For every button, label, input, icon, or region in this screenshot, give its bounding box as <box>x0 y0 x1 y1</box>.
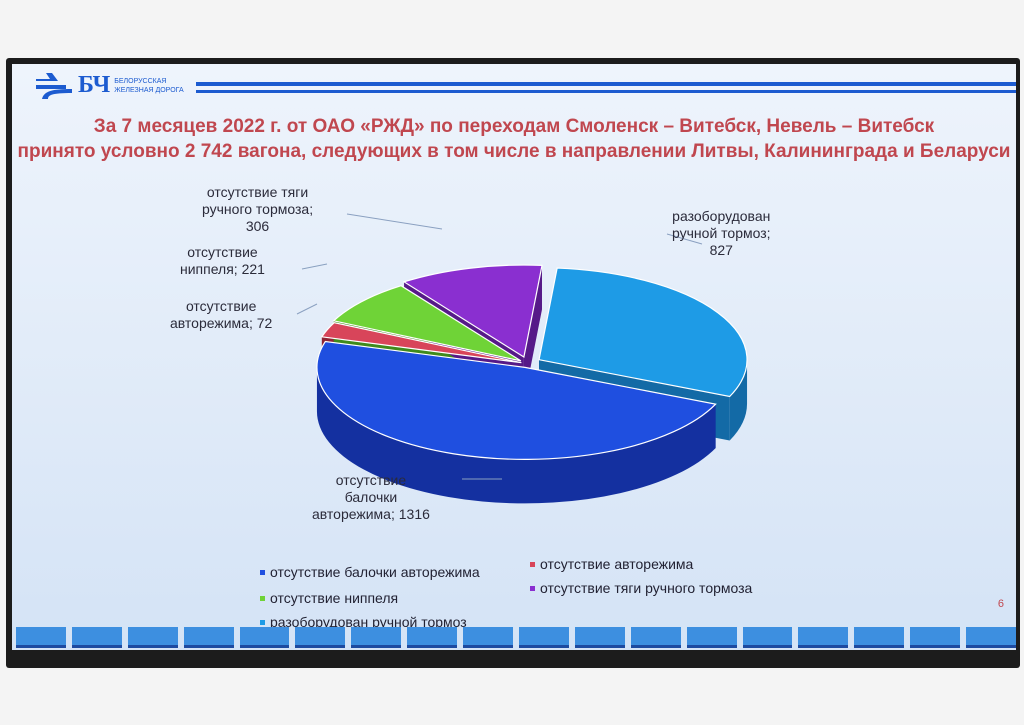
data-label-line: 306 <box>245 218 270 234</box>
header-bar <box>196 82 1016 86</box>
wagon-icon <box>295 627 346 648</box>
legend-label: отсутствие тяги ручного тормоза <box>540 580 753 596</box>
data-label: разоборудован ручной тормоз; 827 <box>672 208 771 259</box>
legend-item: отсутствие тяги ручного тормоза <box>530 580 752 596</box>
wagon-icon <box>742 627 793 648</box>
data-label-line: балочки <box>344 489 398 505</box>
logo: БЧ БЕЛОРУССКАЯ ЖЕЛЕЗНАЯ ДОРОГА <box>34 72 184 99</box>
wagon-icon <box>351 627 402 648</box>
logo-line2: ЖЕЛЕЗНАЯ ДОРОГА <box>114 86 184 94</box>
data-label: отсутствие ниппеля; 221 <box>180 244 265 278</box>
pie-slice <box>320 321 522 364</box>
legend-swatch <box>260 569 265 575</box>
leader-line <box>296 303 318 315</box>
wagon-icon <box>630 627 681 648</box>
data-label-line: ручной тормоз; <box>672 225 771 241</box>
data-label-line: 827 <box>709 242 733 258</box>
logo-abbr: БЧ <box>78 72 111 98</box>
slide-title: За 7 месяцев 2022 г. от ОАО «РЖД» по пер… <box>12 114 1016 164</box>
page-number: 6 <box>997 598 1004 610</box>
data-label-line: ручного тормоза; <box>202 201 314 217</box>
logo-line1: БЕЛОРУССКАЯ <box>114 77 167 85</box>
wagon-icon <box>854 627 905 648</box>
data-label: отсутствие тяги ручного тормоза; 306 <box>202 184 313 235</box>
header-bar <box>196 90 1016 93</box>
leader-line <box>346 213 443 230</box>
data-label-line: авторежима; 1316 <box>312 506 430 522</box>
logo-text: БЕЛОРУССКАЯ ЖЕЛЕЗНАЯ ДОРОГА <box>114 77 183 95</box>
pie-chart <box>296 213 748 504</box>
wagon-icon <box>127 627 178 648</box>
wagon-icon <box>16 627 66 648</box>
data-label-line: разоборудован <box>672 208 771 224</box>
wagon-icon <box>966 627 1016 648</box>
leader-line <box>666 233 703 245</box>
legend-swatch <box>530 585 535 591</box>
wagon-icon <box>407 627 458 648</box>
pie-slice <box>316 340 717 460</box>
wagon-icon <box>798 627 849 648</box>
legend-swatch <box>530 561 535 567</box>
legend-swatch <box>260 595 265 601</box>
data-label-line: отсутствие тяги <box>206 184 309 200</box>
legend-item: разоборудован ручной тормоз <box>260 614 467 630</box>
legend-item: отсутствие ниппеля <box>260 590 398 606</box>
wagon-icon <box>239 627 290 648</box>
pie-slice <box>538 267 748 398</box>
wagon-icon <box>183 627 234 648</box>
pie-slice-cut-face <box>523 265 543 402</box>
wagon-icon <box>574 627 625 648</box>
wagon-icon <box>463 627 514 648</box>
title-line2: принято условно 2 742 вагона, следующих … <box>17 141 1011 162</box>
data-label-line: отсутствие <box>185 298 257 314</box>
pie-slice <box>332 285 522 362</box>
legend-label: отсутствие ниппеля <box>270 590 399 606</box>
legend-label: разоборудован ручной тормоз <box>270 614 467 630</box>
pie-slice <box>402 264 543 359</box>
railway-logo-icon <box>36 72 72 99</box>
wagon-icon <box>71 627 122 648</box>
slide: БЧ БЕЛОРУССКАЯ ЖЕЛЕЗНАЯ ДОРОГА За 7 меся… <box>12 64 1016 650</box>
legend-label: отсутствие балочки авторежима <box>270 564 480 580</box>
data-label: отсутствие авторежима; 72 <box>170 298 272 332</box>
data-label: отсутствие балочки авторежима; 1316 <box>312 472 430 523</box>
title-line1: За 7 месяцев 2022 г. от ОАО «РЖД» по пер… <box>93 116 935 137</box>
data-label-line: отсутствие <box>335 472 407 488</box>
legend-label: отсутствие авторежима <box>540 556 694 572</box>
legend-swatch <box>260 619 265 625</box>
wagon-icon <box>519 627 569 648</box>
legend-item: отсутствие авторежима <box>530 556 693 572</box>
data-label-line: отсутствие <box>187 244 258 260</box>
data-label-line: авторежима; 72 <box>170 315 273 331</box>
data-label-line: ниппеля; 221 <box>180 261 265 277</box>
leader-line <box>301 263 328 270</box>
wagon-icon <box>910 627 961 648</box>
pie-slice-side <box>316 367 716 504</box>
legend-item: отсутствие балочки авторежима <box>260 564 480 580</box>
wagon-strip <box>12 624 1016 650</box>
wagon-icon <box>686 627 737 648</box>
